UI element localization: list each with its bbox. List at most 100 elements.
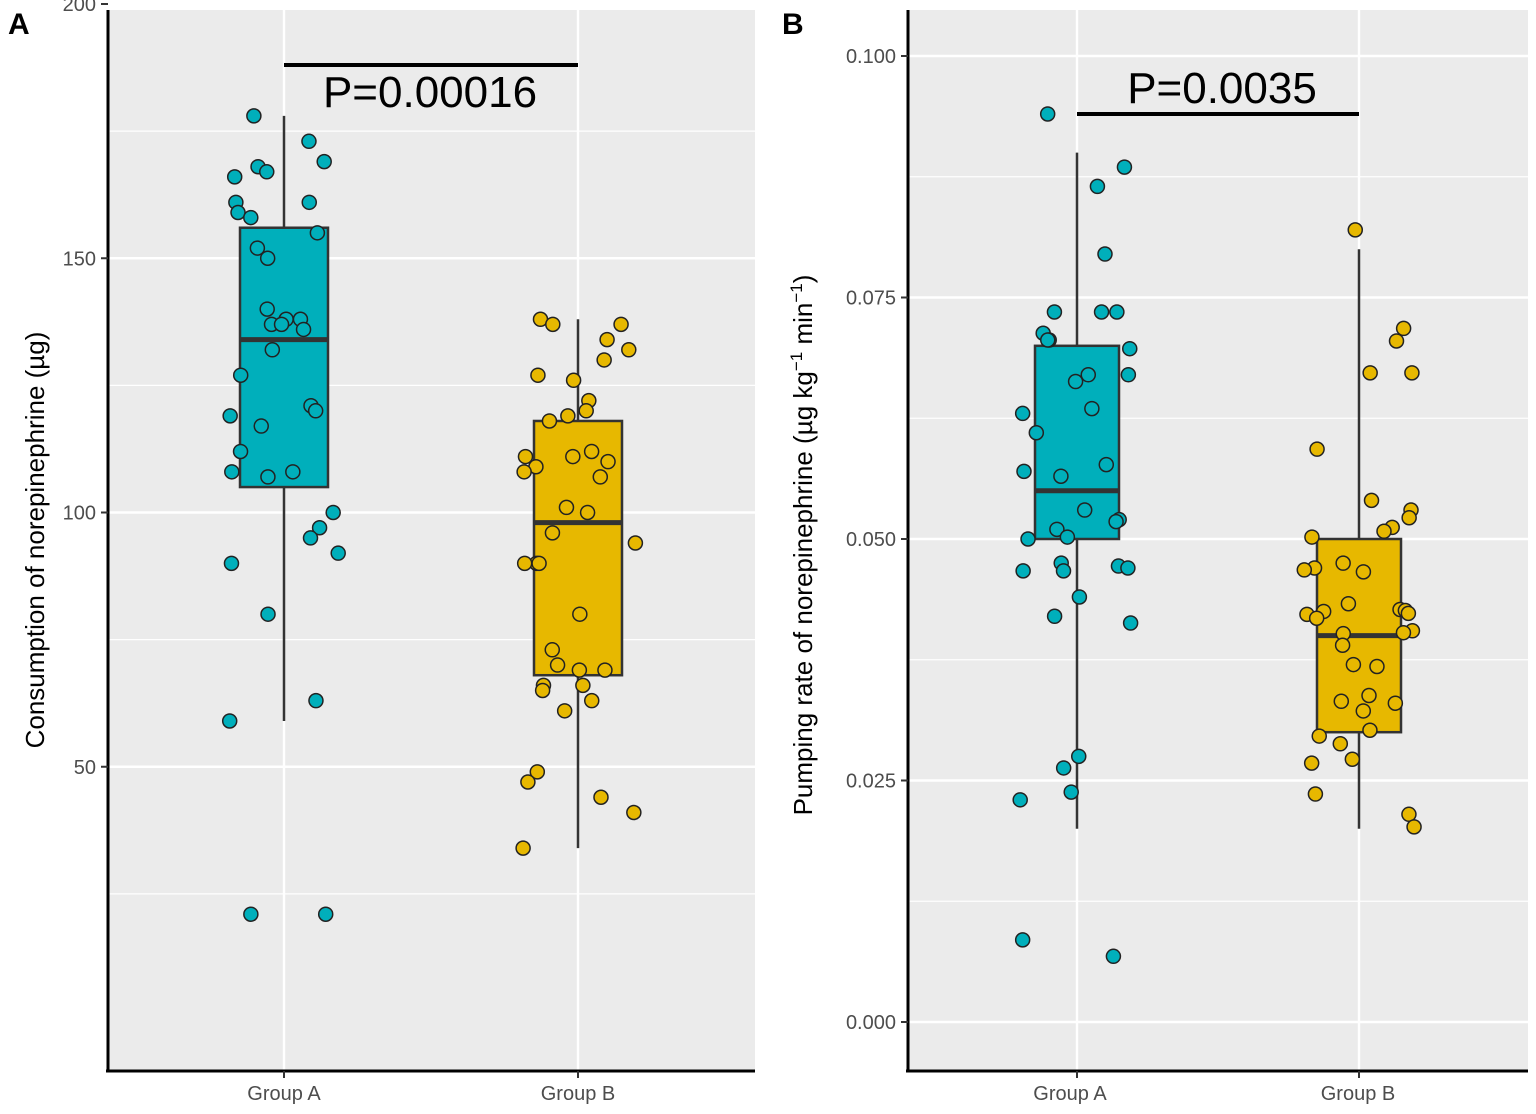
panel-a-data-point-group-2 [520,774,536,790]
panel-b-significance: P=0.0035 [1077,64,1359,116]
panel-b-data-point-group-1 [1014,932,1031,948]
panel-a-data-point-group-1 [259,250,276,266]
panel-b-y-axis-title: Pumping rate of norepinephrine (µg kg−1 … [787,275,818,816]
panel-b-data-point-group-1 [1067,373,1084,390]
panel-a-data-point-group-2 [516,464,532,480]
panel-b-data-point-group-2 [1388,333,1405,349]
panel-b-data-point-group-1 [1122,340,1138,357]
panel-b-data-point-group-2 [1395,624,1412,641]
panel-b-data-point-group-2 [1309,441,1325,457]
panel-b-data-point-group-1 [1046,608,1063,625]
panel-a-data-point-group-2 [565,448,581,465]
panel-b-y-tick-label: 0.000 [846,1012,896,1034]
panel-b-data-point-group-2 [1296,562,1313,578]
panel-a-data-point-group-2 [544,525,561,541]
panel-b-data-point-group-2 [1308,610,1325,626]
panel-b-y-axis-title-sup1: −1 [787,352,806,371]
panel-b-data-point-group-1 [1122,615,1139,631]
panel-a-data-point-group-2 [549,657,566,673]
panel-b-data-point-group-2 [1345,656,1362,673]
panel-b-data-point-group-1 [1055,760,1072,776]
panel-a-data-point-group-1 [243,906,259,922]
panel-a-data-point-group-1 [316,153,332,170]
panel-a-data-point-group-1 [308,692,324,709]
panel-a-y-tick-label: 50 [74,757,96,779]
panel-a-data-point-group-1 [222,408,238,424]
panel-b-points [1012,106,1422,965]
panel-b-grid [908,10,1528,1070]
panel-b-y-axis-title-sup2: −1 [787,283,806,302]
panel-a-data-point-group-2 [534,682,551,699]
panel-a-data-point-group-1 [243,209,259,226]
panel-b-axes: Group A Group B Pumping rate of norepine… [787,10,1528,1105]
panel-a-axes: Group A Group B Consumption of norepinep… [20,0,755,1105]
panel-a-data-point-group-1 [301,194,318,211]
panel-a-data-point-group-1 [246,108,262,124]
panel-b-data-point-group-2 [1335,555,1351,571]
panel-a-data-point-group-2 [529,764,546,780]
panel-b-data-point-group-1 [1097,246,1113,262]
panel-a-data-point-group-1 [330,545,346,561]
panel-a-data-point-group-2 [541,413,558,429]
panel-b-data-point-group-2 [1404,365,1420,381]
panel-a-data-point-group-1 [224,464,240,480]
panel-a-data-point-group-1 [232,367,249,383]
panel-b-label: B [782,8,804,41]
panel-a-data-point-group-2 [565,372,582,389]
panel-b-data-point-group-2 [1303,755,1320,771]
panel-b-p-value: P=0.0035 [1127,64,1317,113]
panel-a-data-point-group-1 [259,164,275,180]
panel-a-data-point-group-2 [560,408,576,424]
panel-b-data-point-group-1 [1071,589,1088,605]
panel-b-data-point-group-2 [1311,728,1328,744]
panel-b-data-point-group-1 [1120,367,1137,383]
panel-a-data-point-group-2 [516,555,533,572]
panel-a-data-point-group-2 [621,342,637,358]
panel-b-data-point-group-2 [1369,658,1385,675]
panel-a-y-tick-label: 150 [63,248,96,270]
panel-a-data-point-group-2 [556,703,573,719]
panel-a-data-point-group-2 [583,443,600,460]
panel-b-x-tick-group-a: Group A [1033,1083,1107,1105]
panel-a-box-1 [238,226,330,489]
panel-a-data-point-group-2 [558,499,575,516]
panel-b-data-point-group-1 [1084,400,1100,417]
panel-b-data-point-group-2 [1362,722,1378,739]
panel-a-y-tick-label: 200 [63,0,96,16]
panel-b-data-point-group-2 [1355,703,1372,719]
panel-b-data-point-group-1 [1098,456,1115,473]
panel-a-x-tick-group-b: Group B [541,1083,615,1105]
panel-b-data-point-group-2 [1347,222,1364,238]
panel-a-significance: P=0.00016 [284,63,578,117]
panel-b-data-point-group-1 [1028,424,1045,441]
panel-b-data-point-group-1 [1063,784,1079,800]
panel-a-data-point-group-2 [600,453,616,470]
panel-a-data-point-group-1 [253,418,269,434]
panel-a-data-point-group-2 [597,662,613,678]
panel-a-data-point-group-2 [544,642,561,658]
panel-b-data-point-group-1 [1049,521,1065,538]
panel-a-data-point-group-1 [232,443,249,460]
panel-b-data-point-group-1 [1016,463,1032,480]
panel-b-data-point-group-1 [1080,367,1097,383]
panel-a-y-axis-title: Consumption of norepinephrine (µg) [20,332,50,749]
panel-a-data-point-group-1 [273,316,290,333]
panel-a: A P=0.00016 Group A Group B Consumption … [8,0,755,1105]
panel-a-data-point-group-2 [575,677,591,694]
panel-b-data-point-group-2 [1340,595,1357,612]
panel-a-data-point-group-2 [572,606,588,622]
panel-a-x-tick-group-a: Group A [247,1083,321,1105]
panel-b-data-point-group-2 [1355,564,1372,580]
panel-b-data-point-group-2 [1307,786,1324,802]
panel-b-data-point-group-1 [1120,560,1136,576]
panel-a-data-point-group-2 [593,789,609,806]
panel-a-data-point-group-2 [531,555,547,572]
panel-a-points [221,108,644,922]
panel-a-data-point-group-2 [627,535,644,551]
panel-a-data-point-group-1 [260,469,276,485]
panel-b-data-point-group-2 [1344,751,1361,767]
panel-a-data-point-group-1 [285,464,301,480]
panel-b-data-point-group-1 [1014,405,1031,422]
panel-a-data-point-group-1 [223,555,240,572]
panel-b-y-axis-title-main: Pumping rate of norepinephrine (µg kg [788,371,818,815]
